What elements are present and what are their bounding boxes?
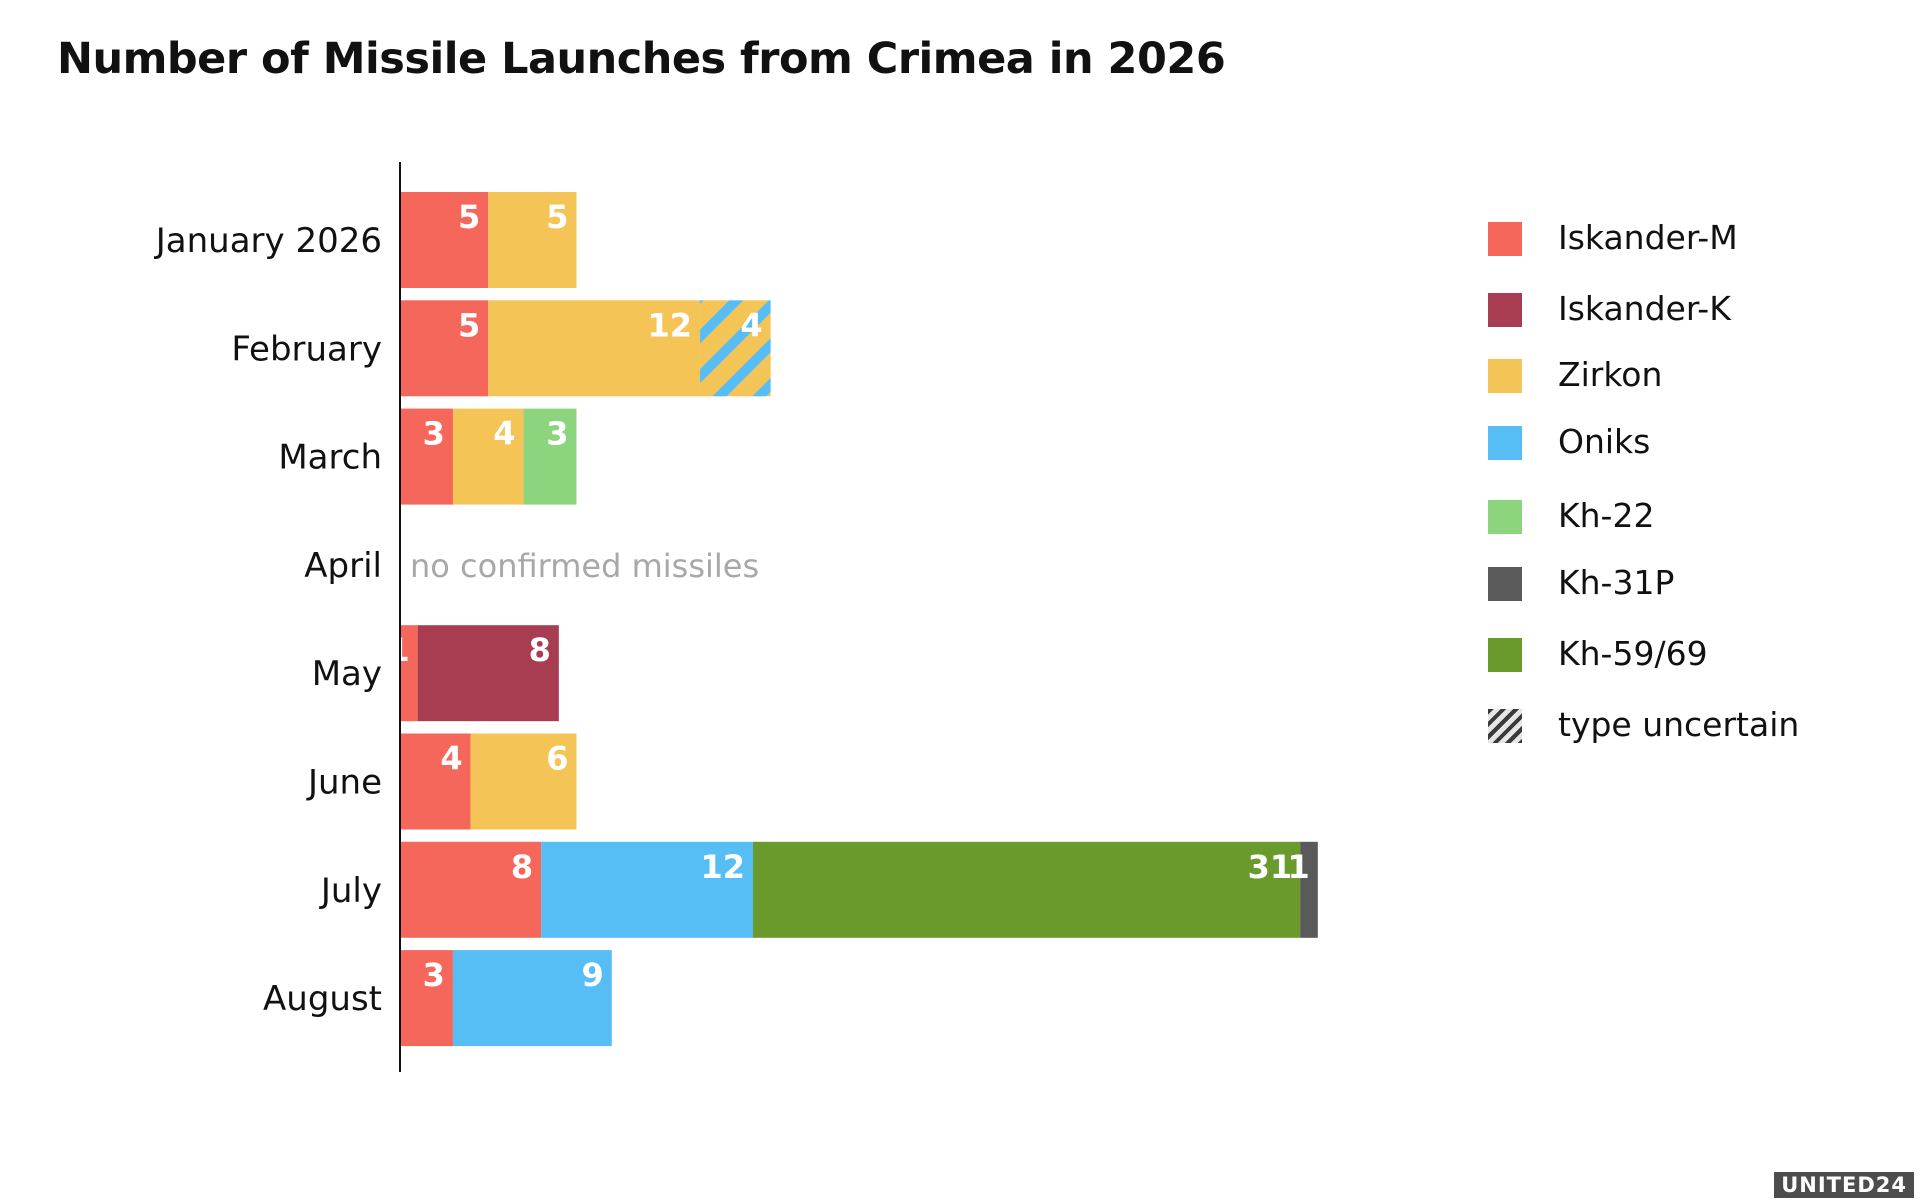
legend-item-kh-59-69: Kh-59/69 — [1488, 634, 1808, 704]
category-label-january-2026: January 2026 — [154, 221, 382, 261]
legend-label-oniks: Oniks — [1558, 422, 1651, 461]
legend-swatch-iskander-m — [1488, 222, 1522, 256]
bar-iskander-m-january-2026 — [400, 192, 489, 288]
legend-swatch-iskander-k — [1488, 293, 1522, 327]
category-label-may: May — [312, 654, 382, 694]
bar-zirkon-february — [488, 300, 701, 397]
bar-oniks-august — [452, 950, 612, 1047]
bar-iskander-m-june — [400, 733, 471, 830]
data-label-iskander-m-may: 1 — [387, 631, 409, 669]
bar-kh-31p-july — [1300, 841, 1318, 938]
legend-item-type-uncertain: type uncertain — [1488, 705, 1808, 775]
legend-label-iskander-m: Iskander-M — [1558, 218, 1738, 257]
annotation-april: no confirmed missiles — [410, 547, 759, 585]
category-label-february: February — [231, 329, 382, 369]
category-label-june: June — [306, 763, 382, 803]
bar-type-uncertain-february — [700, 300, 771, 397]
legend-label-type-uncertain: type uncertain — [1558, 705, 1800, 744]
bar-iskander-m-august — [400, 950, 453, 1047]
data-label-iskander-k-may: 8 — [529, 631, 551, 669]
data-label-zirkon-january-2026: 5 — [546, 198, 568, 236]
data-label-iskander-m-february: 5 — [458, 306, 480, 344]
legend-item-oniks: Oniks — [1488, 422, 1808, 492]
legend-item-zirkon: Zirkon — [1488, 355, 1808, 425]
bar-iskander-k-may — [417, 625, 559, 722]
legend-swatch-kh-59-69 — [1488, 638, 1522, 672]
data-label-iskander-m-july: 8 — [511, 848, 533, 886]
bar-kh-22-march — [523, 408, 577, 505]
bar-oniks-july — [541, 841, 753, 938]
category-label-july: July — [319, 871, 382, 911]
legend-swatch-oniks — [1488, 426, 1522, 460]
bar-iskander-m-july — [400, 841, 542, 938]
legend-item-kh-31p: Kh-31P — [1488, 563, 1808, 633]
brand-logo: UNITED24 — [1774, 1172, 1914, 1198]
legend-swatch-kh-31p — [1488, 567, 1522, 601]
data-label-kh-22-march: 3 — [546, 415, 568, 453]
data-label-iskander-m-march: 3 — [423, 415, 445, 453]
data-label-zirkon-june: 6 — [546, 740, 568, 778]
legend-item-kh-22: Kh-22 — [1488, 496, 1808, 566]
bar-iskander-m-march — [400, 408, 453, 505]
data-label-oniks-august: 9 — [582, 956, 604, 994]
legend-item-iskander-k: Iskander-K — [1488, 289, 1808, 359]
data-label-oniks-july: 12 — [700, 848, 745, 886]
bar-kh-59-69-july — [753, 841, 1301, 938]
legend-swatch-zirkon — [1488, 359, 1522, 393]
data-label-kh-59-69-july: 31 — [1248, 848, 1293, 886]
legend-label-iskander-k: Iskander-K — [1558, 289, 1731, 328]
bar-iskander-m-may — [400, 625, 418, 722]
bar-iskander-m-february — [400, 300, 489, 397]
chart-title: Number of Missile Launches from Crimea i… — [57, 34, 1226, 84]
legend-label-kh-59-69: Kh-59/69 — [1558, 634, 1708, 673]
data-label-iskander-m-june: 4 — [440, 740, 462, 778]
data-label-type-uncertain-february: 4 — [740, 306, 762, 344]
legend-item-iskander-m: Iskander-M — [1488, 218, 1808, 288]
data-label-zirkon-february: 12 — [648, 306, 693, 344]
legend-label-kh-31p: Kh-31P — [1558, 563, 1675, 602]
legend-swatch-type-uncertain — [1488, 709, 1522, 743]
data-label-kh-31p-july: 1 — [1288, 848, 1310, 886]
bar-zirkon-march — [452, 408, 524, 505]
category-label-march: March — [278, 438, 382, 478]
data-label-zirkon-march: 4 — [493, 415, 515, 453]
legend-label-zirkon: Zirkon — [1558, 355, 1663, 394]
legend-swatch-kh-22 — [1488, 500, 1522, 534]
data-label-iskander-m-august: 3 — [423, 956, 445, 994]
data-label-iskander-m-january-2026: 5 — [458, 198, 480, 236]
category-label-april: April — [304, 546, 382, 586]
bar-zirkon-january-2026 — [488, 192, 577, 288]
category-label-august: August — [263, 979, 382, 1019]
legend-label-kh-22: Kh-22 — [1558, 496, 1655, 535]
bar-zirkon-june — [470, 733, 577, 830]
